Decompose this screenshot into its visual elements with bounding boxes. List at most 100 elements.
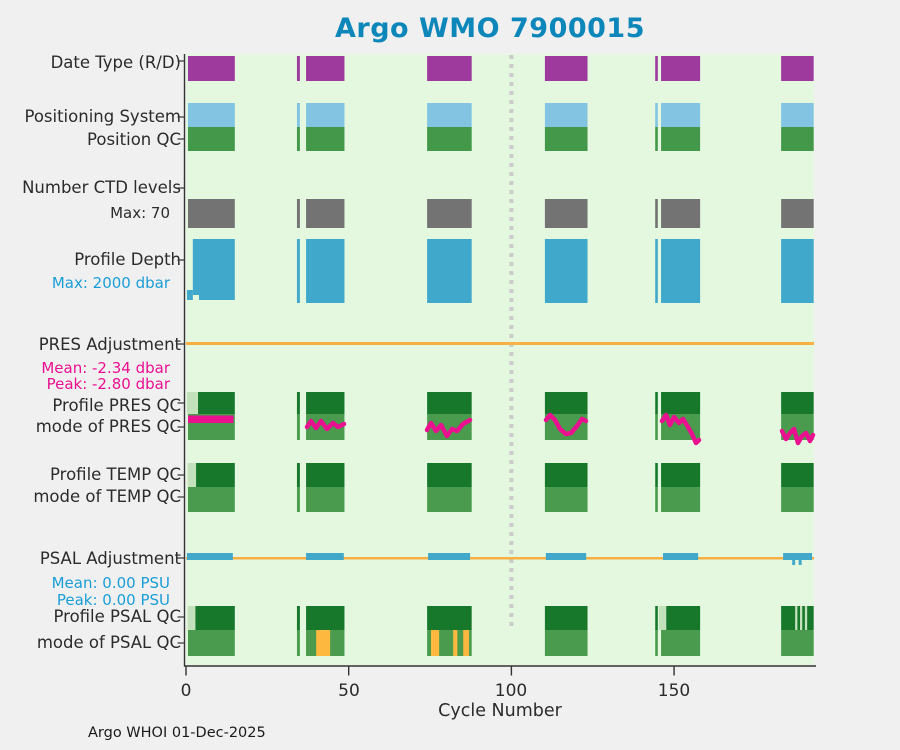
psal-adjustment-value-dash [783, 553, 813, 560]
band-profile-depth [186, 239, 814, 303]
profile-psal-qc-bar [661, 606, 701, 630]
ylabel-date-type: Date Type (R/D) [50, 53, 181, 72]
mode-psal-qc-bar [544, 630, 588, 656]
psal-adjustment-notch [798, 556, 802, 565]
position-qc-bar [544, 127, 588, 151]
profile-temp-qc-bar [306, 463, 345, 487]
position-qc-bar [661, 127, 701, 151]
profile-temp-qc-bar [427, 463, 472, 487]
mode-temp-qc-bar [661, 487, 701, 512]
profile-pres-qc-bar [187, 392, 235, 414]
ylabel-pres-adjustment: PRES Adjustment [38, 335, 181, 354]
number-ctd-levels-bar [544, 199, 588, 228]
psal-adjustment-value-dash [306, 553, 344, 560]
positioning-system-bar [296, 103, 300, 127]
profile-temp-qc-bar [296, 463, 300, 487]
ylabel-positioning-system: Positioning System [24, 107, 181, 126]
profile-depth-bar [186, 290, 193, 300]
xtick-100: 100 [494, 681, 528, 701]
number-ctd-levels-bar [661, 199, 701, 228]
mode-temp-qc-bar [781, 487, 814, 512]
psal-adjustment-value-dash [428, 553, 471, 560]
positioning-system-bar [661, 103, 701, 127]
x-axis-label: Cycle Number [438, 701, 562, 721]
mode-temp-qc-bar [306, 487, 345, 512]
position-qc-bar [655, 127, 658, 151]
profile-temp-qc-bar [655, 463, 658, 487]
date-type-bar [296, 56, 300, 81]
mode-psal-qc-bar [661, 630, 701, 656]
qc-pale-stripe [187, 606, 196, 630]
profile-temp-qc-bar [544, 463, 588, 487]
xtick-50: 50 [338, 681, 360, 701]
profile-pres-qc-bar [655, 392, 658, 414]
psal-adjustment-notch [792, 556, 796, 565]
pres-adjustment-profile-line [424, 417, 473, 439]
profile-psal-qc-bar [544, 606, 588, 630]
ylabel-mode-pres-qc: mode of PRES QC [35, 417, 181, 436]
ylabel-ctd-max: Max: 70 [110, 204, 170, 222]
qc-pale-stripe [658, 606, 667, 630]
profile-pres-qc-bar [781, 392, 814, 414]
mode-pres-qc-bar [296, 414, 300, 440]
ylabel-position-qc: Position QC [87, 130, 181, 149]
mode-psal-qc-bar [655, 630, 658, 656]
qc-orange-stripe [431, 630, 440, 656]
number-ctd-levels-bar [655, 199, 658, 228]
band-profile-temp-qc [187, 463, 814, 487]
number-ctd-levels-bar [781, 199, 814, 228]
profile-pres-qc-bar [306, 392, 345, 414]
position-qc-bar [427, 127, 472, 151]
profile-psal-qc-bar [296, 606, 300, 630]
profile-depth-bar [306, 239, 345, 303]
ylabel-psal-mean: Mean: 0.00 PSU [51, 574, 170, 592]
profile-psal-qc-bar [427, 606, 472, 630]
profile-temp-qc-bar [781, 463, 814, 487]
band-position-qc [187, 127, 814, 151]
qc-pale-stripe [800, 606, 803, 630]
psal-adjustment-value-dash [186, 553, 233, 560]
band-mode-temp-qc [187, 487, 814, 512]
positioning-system-bar [306, 103, 345, 127]
ylabel-depth-max: Max: 2000 dbar [51, 274, 170, 292]
ylabel-profile-psal-qc: Profile PSAL QC [53, 607, 181, 626]
position-qc-bar [296, 127, 300, 151]
profile-depth-bar [544, 239, 588, 303]
band-number-ctd-levels [187, 199, 814, 228]
pres-adjustment-profile-line [543, 412, 589, 437]
ylabel-pres-mean: Mean: -2.34 dbar [41, 359, 170, 377]
date-type-bar [661, 56, 701, 81]
profile-psal-qc-bar [187, 606, 235, 630]
band-profile-pres-qc [187, 392, 814, 414]
number-ctd-levels-bar [306, 199, 345, 228]
profile-temp-qc-bar [661, 463, 701, 487]
ylabel-number-ctd-levels: Number CTD levels [22, 178, 181, 197]
pres-adjustment-profile-line [779, 426, 816, 446]
positioning-system-bar [655, 103, 658, 127]
xtick-0: 0 [180, 681, 192, 701]
pres-adjustment-profile-line [304, 418, 347, 432]
profile-psal-qc-bar [655, 606, 658, 630]
profile-depth-bar [781, 239, 814, 303]
pres-adjustment-profile-line [659, 412, 702, 446]
position-qc-bar [306, 127, 345, 151]
psal-adjustment-value-dash [545, 553, 587, 560]
mode-temp-qc-bar [296, 487, 300, 512]
chart-title: Argo WMO 7900015 [335, 13, 645, 44]
plot-background [186, 54, 814, 665]
profile-depth-bar [296, 239, 300, 303]
profile-depth-bar [192, 239, 200, 295]
position-qc-bar [781, 127, 814, 151]
date-type-bar [655, 56, 658, 81]
date-type-bar [187, 56, 235, 81]
mode-psal-qc-bar [296, 630, 300, 656]
mode-temp-qc-bar [655, 487, 658, 512]
ylabel-pres-peak: Peak: -2.80 dbar [46, 375, 170, 393]
ylabel-profile-pres-qc: Profile PRES QC [52, 396, 181, 415]
positioning-system-bar [544, 103, 588, 127]
number-ctd-levels-bar [296, 199, 300, 228]
positioning-system-bar [427, 103, 472, 127]
mode-pres-qc-bar [655, 414, 658, 440]
ylabel-profile-depth: Profile Depth [74, 250, 181, 269]
